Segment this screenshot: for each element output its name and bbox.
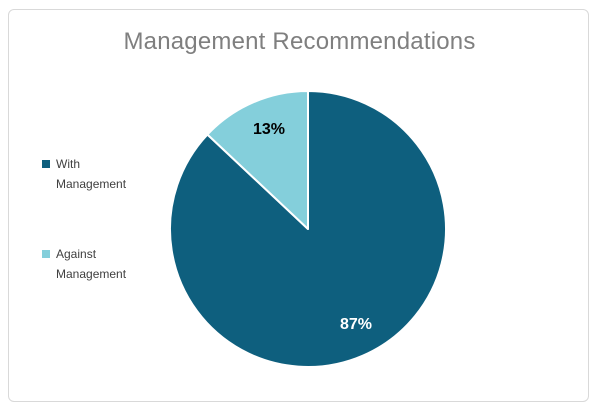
data-label-with-management: 87% xyxy=(339,316,373,333)
legend-item-against-management[interactable]: Against Management xyxy=(42,244,144,284)
legend-marker-with-management-icon xyxy=(42,160,50,168)
data-label-against-management: 13% xyxy=(252,121,286,138)
legend-label-with-management: With Management xyxy=(56,157,127,191)
pie-slice-against-management[interactable] xyxy=(206,90,309,230)
legend-marker-against-management-icon xyxy=(42,250,50,258)
chart-title: Management Recommendations xyxy=(123,28,476,55)
legend-label-against-management: Against Management xyxy=(56,247,127,281)
legend-item-with-management[interactable]: With Management xyxy=(42,154,144,194)
